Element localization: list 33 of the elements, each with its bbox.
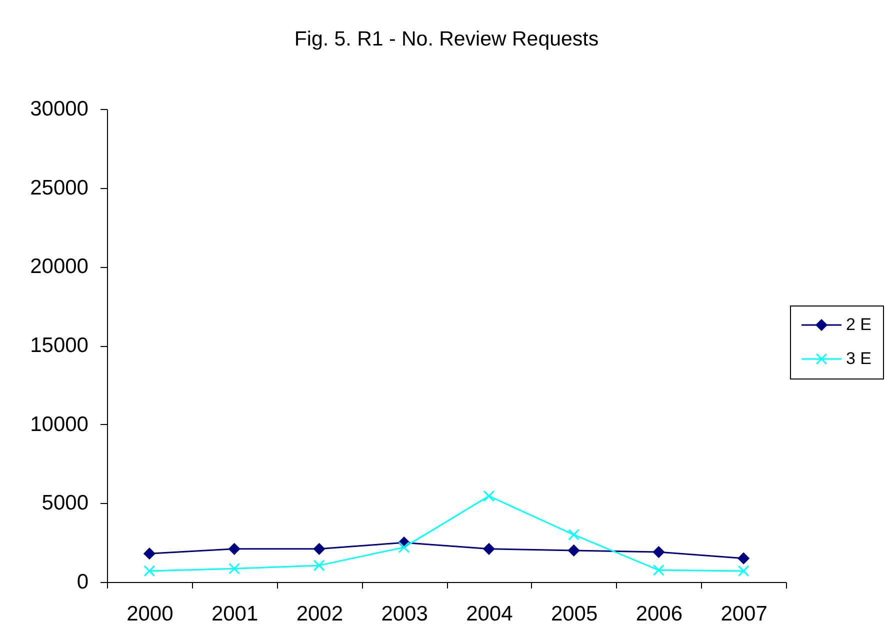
legend-label: 2 E	[846, 315, 872, 334]
y-tick-label: 25000	[30, 176, 88, 200]
chart-title: Fig. 5. R1 - No. Review Requests	[294, 28, 599, 50]
x-tick-label: 2005	[550, 602, 598, 626]
x-tick-label: 2002	[296, 602, 344, 626]
y-tick-label: 30000	[30, 98, 88, 120]
point	[738, 552, 750, 564]
point	[483, 543, 495, 555]
point	[652, 546, 664, 558]
y-tick-label: 15000	[30, 334, 88, 357]
x-tick-label: 2004	[466, 602, 514, 626]
point	[652, 564, 664, 576]
legend-label: 3 E	[846, 349, 872, 368]
x-tick-label: 2001	[211, 602, 258, 626]
x-tick-label: 2007	[720, 602, 768, 626]
point	[738, 565, 750, 577]
point	[144, 548, 156, 560]
x-tick-label: 2003	[381, 602, 428, 626]
point	[398, 542, 410, 554]
x-tick-label: 2000	[126, 602, 174, 626]
point	[313, 543, 325, 555]
point	[144, 565, 156, 577]
y-tick-label: 5000	[42, 492, 88, 515]
point	[228, 562, 240, 574]
y-tick-label: 10000	[30, 412, 88, 436]
y-tick-label: 0	[76, 570, 88, 594]
y-tick-label: 20000	[30, 255, 88, 278]
point	[568, 528, 580, 540]
point	[313, 560, 325, 572]
point	[483, 490, 495, 502]
point	[228, 543, 240, 555]
point	[568, 544, 580, 556]
x-tick-label: 2006	[636, 602, 683, 626]
